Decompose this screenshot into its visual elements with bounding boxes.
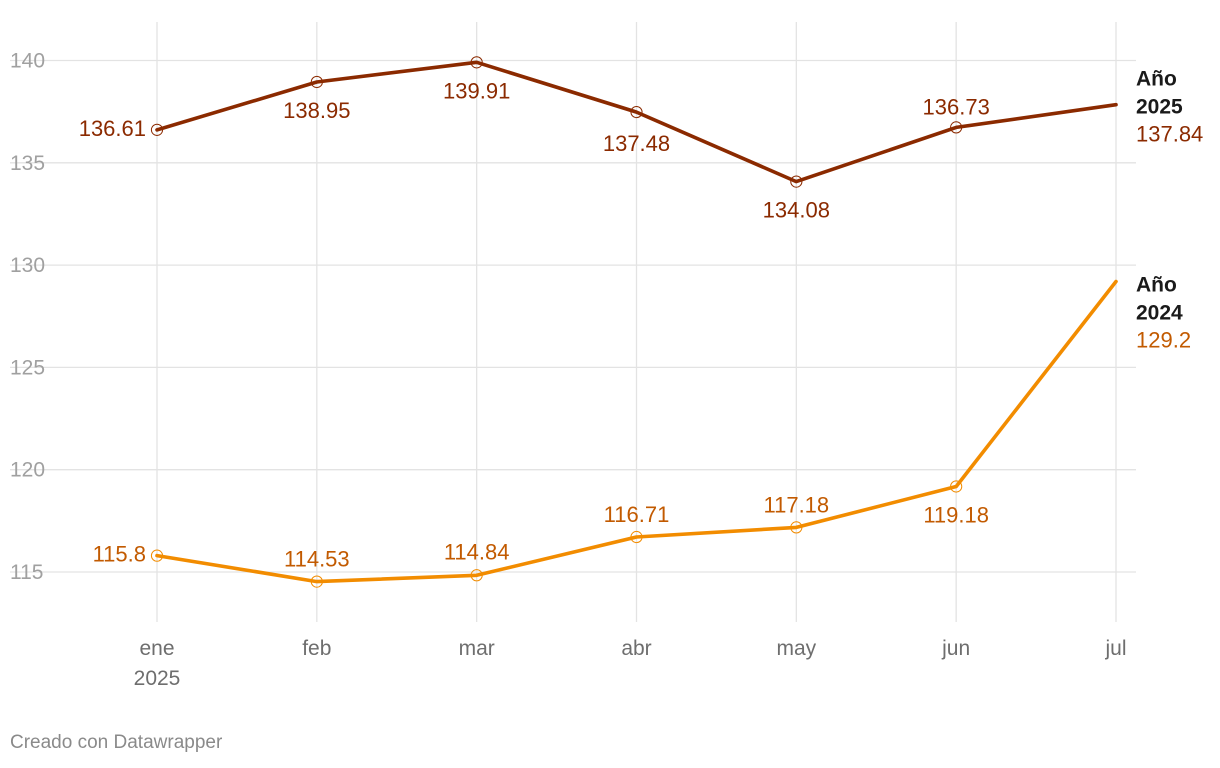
series-group: [150, 56, 1118, 588]
series-name-line1: Año: [1136, 273, 1177, 296]
point-marker-2024-abr: [630, 530, 643, 544]
data-label-2024-abr: 116.71: [604, 502, 670, 527]
data-label-2024-ene: 115.8: [93, 542, 146, 567]
point-marker-2024-feb: [310, 575, 323, 588]
data-label-2024-mar: 114.84: [444, 539, 510, 564]
series-name-line2: 2024: [1136, 301, 1183, 324]
y-axis: 115 120 125 130 135 140: [10, 50, 45, 585]
x-tick-label: jun: [941, 637, 970, 660]
x-tick-sublabel: 2025: [134, 667, 181, 690]
point-marker-2025-may: [790, 175, 803, 188]
point-marker-2025-jun: [950, 121, 963, 134]
data-label-2024-feb: 114.53: [284, 547, 350, 572]
x-tick-label: mar: [459, 637, 495, 660]
data-label-2024-may: 117.18: [764, 492, 830, 517]
x-axis: ene 2025 feb mar abr may jun jul: [134, 637, 1127, 690]
x-tick-label: jul: [1104, 637, 1126, 660]
y-tick-label: 115: [10, 561, 43, 584]
series-line-2025: [155, 60, 1118, 184]
data-label-2025-may: 134.08: [763, 198, 830, 223]
y-tick-label: 125: [10, 356, 45, 379]
y-tick-label: 140: [10, 50, 45, 73]
data-label-2025-jun: 136.73: [923, 94, 990, 119]
point-marker-2024-mar: [470, 569, 483, 582]
footer-credit: Creado con Datawrapper: [10, 732, 223, 753]
y-tick-label: 130: [10, 254, 45, 277]
point-marker-2024-ene: [150, 549, 164, 562]
series-end-value: 129.2: [1136, 327, 1191, 352]
data-label-2025-mar: 139.91: [443, 78, 510, 103]
value-labels: 136.61 138.95 139.91 137.48 134.08 136.73 Año 2…: [79, 68, 1204, 572]
point-marker-2025-ene: [150, 123, 164, 136]
series-name-line1: Año: [1136, 68, 1177, 91]
data-label-2025-feb: 138.95: [283, 98, 350, 123]
point-marker-2024-jun: [950, 480, 963, 493]
point-marker-2025-mar: [470, 56, 483, 69]
data-label-2025-ene: 136.61: [79, 116, 146, 141]
data-label-2024-jun: 119.18: [923, 502, 989, 527]
point-marker-2024-may: [790, 521, 803, 534]
point-marker-2025-feb: [310, 75, 323, 89]
point-marker-2025-abr: [630, 105, 643, 119]
data-label-2025-abr: 137.48: [603, 131, 670, 156]
y-tick-label: 120: [10, 459, 45, 482]
series-name-line2: 2025: [1136, 96, 1183, 119]
x-tick-label: may: [776, 637, 816, 660]
x-tick-label: feb: [302, 637, 331, 660]
series-end-value: 137.84: [1136, 122, 1203, 147]
x-tick-label: ene: [139, 637, 174, 660]
x-tick-label: abr: [621, 637, 651, 660]
y-tick-label: 135: [10, 152, 45, 175]
series-line-2024: [155, 279, 1118, 584]
